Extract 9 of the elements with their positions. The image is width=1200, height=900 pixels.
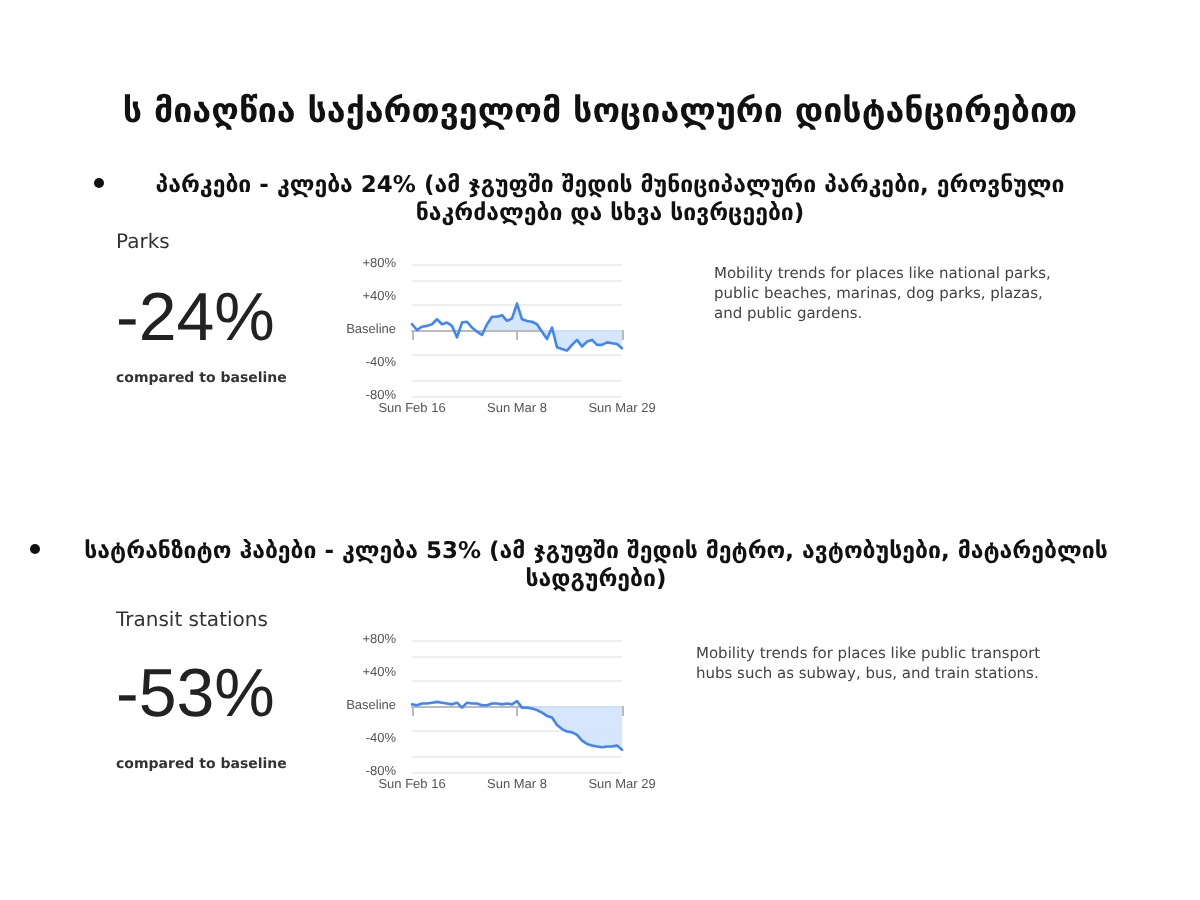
- line-series: [410, 699, 624, 752]
- text: -24%: [116, 280, 275, 358]
- chart-title: ს მიაღწია საქართველომ სოციალური დისტანცირებით: [120, 92, 1080, 132]
- line-series: [410, 302, 624, 352]
- text: Transit stations: [116, 610, 268, 632]
- chart-subtitle: პარკები - კლება 24% (ამ ჯგუფში შედის მუნიციპალური პარკები, ეროვნული ნაკრძალები და სხვა სივრცეები): [153, 170, 1067, 226]
- chart-subtitle: სატრანზიტო ჰაბები - კლება 53% (ამ ჯგუფში შედის მეტრო, ავტობუსები, მატარებლის სადგურები): [82, 536, 1110, 592]
- text: -53%: [116, 656, 275, 734]
- text: Parks: [116, 232, 170, 254]
